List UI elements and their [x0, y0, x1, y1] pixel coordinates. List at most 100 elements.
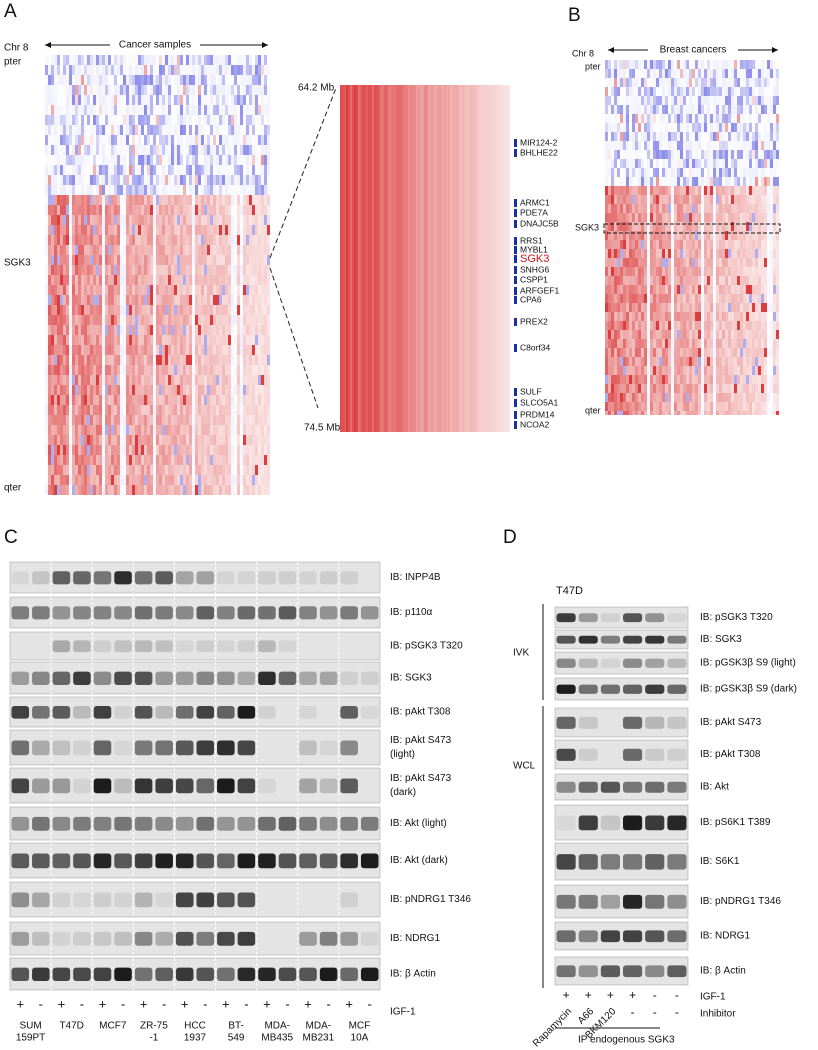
heat-cell: [153, 175, 156, 185]
heat-cell: [141, 445, 144, 455]
zoom-column: [498, 85, 500, 432]
heat-cell: [213, 405, 216, 415]
heat-cell: [120, 375, 123, 385]
heat-cell: [111, 485, 114, 495]
heat-cell: [644, 132, 647, 141]
heat-cell: [261, 175, 264, 185]
heat-cell: [662, 339, 665, 348]
heat-cell: [93, 165, 96, 175]
heat-cell: [252, 245, 255, 255]
heat-cell: [668, 321, 671, 330]
heat-cell: [210, 425, 213, 435]
heat-cell: [60, 445, 63, 455]
heat-cell: [216, 135, 219, 145]
heat-cell: [57, 165, 60, 175]
heat-cell: [629, 186, 632, 195]
heat-cell: [84, 135, 87, 145]
zoom-column: [406, 85, 408, 432]
heat-cell: [614, 402, 617, 411]
heat-cell: [45, 485, 48, 495]
heat-cell: [225, 275, 228, 285]
heat-cell: [635, 60, 638, 69]
heat-cell: [57, 135, 60, 145]
heat-cell: [683, 60, 686, 69]
zoom-column: [394, 85, 396, 432]
heat-cell: [626, 231, 629, 240]
heat-cell: [704, 159, 707, 168]
heat-cell: [662, 123, 665, 132]
heat-cell: [90, 65, 93, 75]
heat-cell: [653, 240, 656, 249]
heat-cell: [168, 85, 171, 95]
heat-cell: [159, 475, 162, 485]
heat-cell: [662, 96, 665, 105]
heat-cell: [87, 55, 90, 65]
heat-cell: [608, 186, 611, 195]
heat-cell: [686, 285, 689, 294]
heat-cell: [623, 213, 626, 222]
heat-cell: [698, 60, 701, 69]
heat-cell: [102, 235, 105, 245]
heat-cell: [111, 405, 114, 415]
heat-cell: [617, 231, 620, 240]
heat-cell: [141, 425, 144, 435]
heat-cell: [677, 285, 680, 294]
heat-cell: [695, 231, 698, 240]
heat-cell: [54, 365, 57, 375]
heat-cell: [623, 276, 626, 285]
heat-cell: [635, 141, 638, 150]
heat-cell: [671, 213, 674, 222]
heat-cell: [228, 435, 231, 445]
heat-cell: [614, 357, 617, 366]
heat-cell: [255, 155, 258, 165]
heat-cell: [653, 195, 656, 204]
heat-cell: [659, 96, 662, 105]
heat-cell: [165, 365, 168, 375]
heat-cell: [72, 415, 75, 425]
heat-cell: [180, 165, 183, 175]
heat-cell: [207, 195, 210, 205]
heat-cell: [638, 132, 641, 141]
heat-cell: [650, 321, 653, 330]
heat-cell: [219, 375, 222, 385]
heat-cell: [650, 231, 653, 240]
heat-cell: [626, 240, 629, 249]
heat-cell: [201, 55, 204, 65]
heat-cell: [695, 96, 698, 105]
heat-cell: [54, 395, 57, 405]
heat-cell: [117, 55, 120, 65]
heat-cell: [201, 395, 204, 405]
heat-cell: [72, 205, 75, 215]
heat-cell: [108, 275, 111, 285]
heat-cell: [87, 105, 90, 115]
heat-cell: [614, 240, 617, 249]
heat-cell: [195, 195, 198, 205]
heat-cell: [120, 315, 123, 325]
heat-cell: [189, 75, 192, 85]
heat-cell: [716, 159, 719, 168]
heat-cell: [264, 165, 267, 175]
heat-cell: [87, 225, 90, 235]
heat-cell: [207, 95, 210, 105]
heat-cell: [99, 415, 102, 425]
heat-cell: [177, 325, 180, 335]
heat-cell: [186, 175, 189, 185]
heat-cell: [647, 285, 650, 294]
heat-cell: [48, 435, 51, 445]
heat-cell: [234, 355, 237, 365]
heat-cell: [90, 135, 93, 145]
heat-cell: [677, 258, 680, 267]
heat-cell: [237, 95, 240, 105]
heat-cell: [611, 294, 614, 303]
heat-cell: [692, 249, 695, 258]
heat-cell: [710, 87, 713, 96]
heat-cell: [138, 165, 141, 175]
heat-cell: [608, 87, 611, 96]
heat-cell: [138, 265, 141, 275]
heat-cell: [81, 485, 84, 495]
heat-cell: [689, 69, 692, 78]
heat-cell: [683, 366, 686, 375]
heat-cell: [237, 465, 240, 475]
heat-cell: [66, 405, 69, 415]
heat-cell: [713, 303, 716, 312]
